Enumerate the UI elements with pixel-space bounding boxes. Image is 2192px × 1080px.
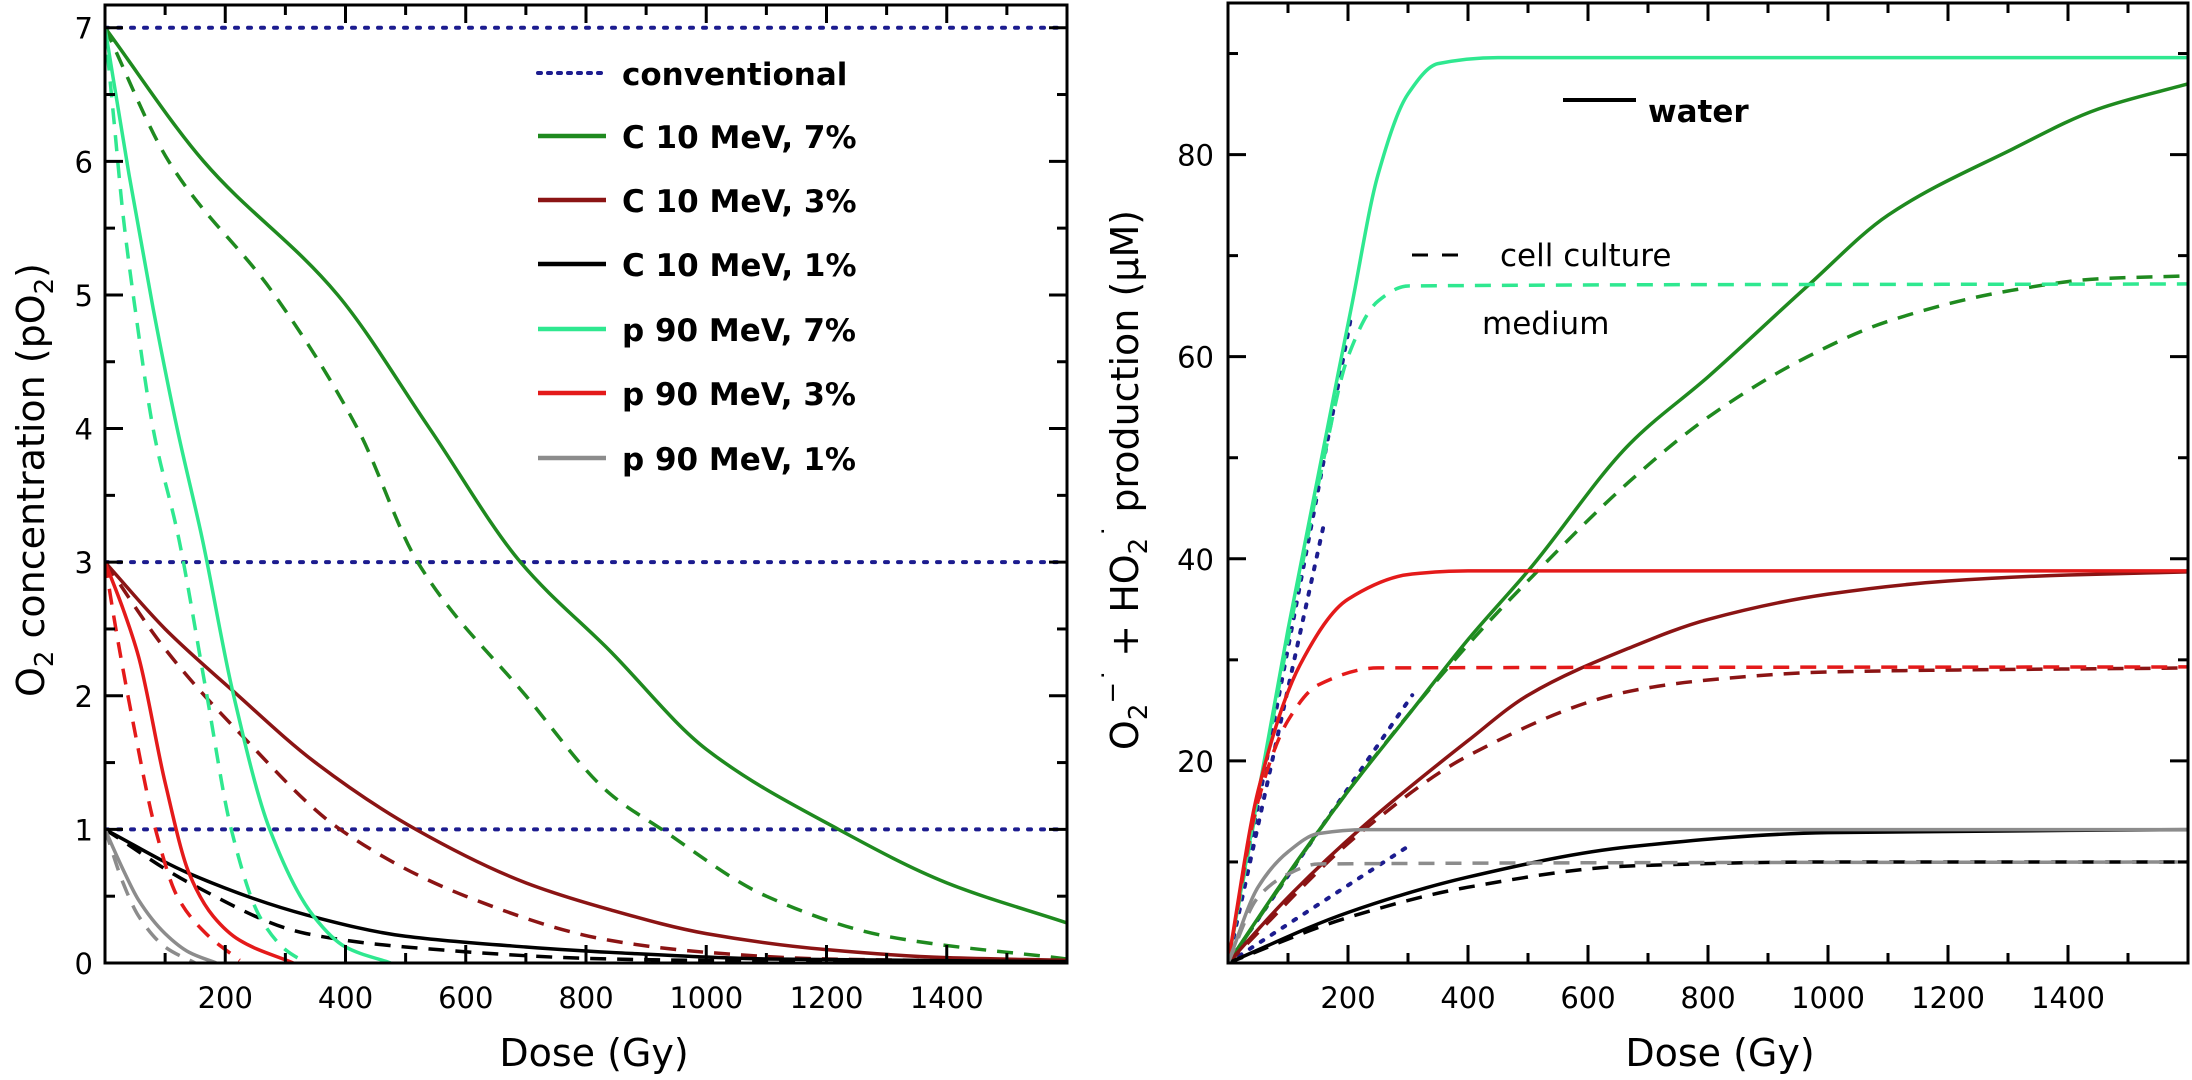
legend-item: C 10 MeV, 7% <box>538 120 857 156</box>
x-tick-label: 200 <box>1320 981 1375 1015</box>
ylabel-subscript: 2 <box>30 651 60 668</box>
legend-item: p 90 MeV, 1% <box>538 442 856 478</box>
cell-culture-annotation: cell culture <box>1500 238 1671 274</box>
series-line-p7-solid <box>105 27 392 963</box>
x-tick-label: 1200 <box>1911 981 1985 1015</box>
legend-item: p 90 MeV, 7% <box>538 313 856 349</box>
series-line-c7-solid <box>1228 82 2188 963</box>
series-line-p3-dashed <box>105 561 241 962</box>
series-line-p3-solid <box>105 561 294 963</box>
series-line-c1-dashed <box>1228 860 2188 963</box>
series-line-p1-solid <box>105 828 217 963</box>
left-ticks-group: 200 400 600 800 1000 1200 1400 0 1 2 3 4 5 6 7 <box>75 5 1067 1015</box>
legend-label: C 10 MeV, 3% <box>622 184 857 220</box>
series-line-p7-dashed <box>105 27 308 963</box>
ylabel-subscript: 2 <box>1124 538 1154 555</box>
x-tick-label: 600 <box>1560 981 1615 1015</box>
right-x-axis-label: Dose (Gy) <box>1625 1031 1814 1075</box>
series-line-p7-dashed <box>1228 282 2188 963</box>
legend-label: C 10 MeV, 7% <box>622 120 857 156</box>
x-tick-label: 1400 <box>910 981 984 1015</box>
ylabel-subscript: 2 <box>1124 704 1154 721</box>
legend-item: C 10 MeV, 1% <box>538 248 857 284</box>
x-tick-label: 200 <box>198 981 253 1015</box>
legend-item: p 90 MeV, 3% <box>538 377 856 413</box>
series-line-c1-solid <box>105 827 1067 963</box>
y-tick-label: 6 <box>75 145 93 179</box>
medium-annotation: medium <box>1482 306 1609 342</box>
series-line-conventional-dotted <box>1228 841 1415 963</box>
legend-label: conventional <box>622 57 847 93</box>
y-tick-label: 5 <box>75 279 93 313</box>
ylabel-part: O <box>9 667 53 697</box>
right-y-axis-label: O2−˙ + HO2˙ production (µM) <box>1098 210 1154 750</box>
y-tick-label: 0 <box>75 947 93 981</box>
series-line-c7-dashed <box>1228 274 2188 963</box>
series-line-p1-dashed <box>105 828 197 963</box>
y-tick-label: 80 <box>1177 139 1214 173</box>
series-line-c1-solid <box>1228 827 2188 963</box>
ylabel-part: ) <box>9 263 53 278</box>
legend-item: C 10 MeV, 3% <box>538 184 857 220</box>
y-tick-label: 60 <box>1177 341 1214 375</box>
series-line-c1-dashed <box>105 827 1067 963</box>
legend-label: C 10 MeV, 1% <box>622 248 857 284</box>
x-tick-label: 400 <box>318 981 373 1015</box>
series-line-p7-solid <box>1228 55 2188 963</box>
series-line-c7-dashed <box>105 26 1067 961</box>
legend-label: p 90 MeV, 3% <box>622 377 856 413</box>
legend-label: p 90 MeV, 7% <box>622 313 856 349</box>
right-plot-superoxide-production: 200 400 600 800 1000 1200 1400 20 40 60 80 Dose (G… <box>1098 1 2190 1075</box>
left-plot-frame <box>103 3 1069 965</box>
x-tick-label: 600 <box>438 981 493 1015</box>
x-tick-label: 1000 <box>1791 981 1865 1015</box>
legend-label: p 90 MeV, 1% <box>622 442 856 478</box>
left-series-group <box>105 25 1067 963</box>
x-tick-label: 1000 <box>669 981 743 1015</box>
series-line-p1-dashed <box>1228 860 2188 963</box>
y-tick-label: 40 <box>1177 543 1214 577</box>
ylabel-superscript: ˙ <box>1098 525 1128 538</box>
legend-item: conventional <box>536 57 847 93</box>
ylabel-part: concentration (pO <box>9 294 53 650</box>
series-line-c3-solid <box>1228 570 2188 963</box>
right-series-group <box>1228 55 2188 963</box>
x-tick-label: 800 <box>1680 981 1735 1015</box>
ylabel-subscript: 2 <box>30 278 60 295</box>
x-tick-label: 800 <box>558 981 613 1015</box>
legend: conventional C 10 MeV, 7% C 10 MeV, 3% C 10… <box>536 57 857 478</box>
ylabel-part: + HO <box>1103 554 1147 668</box>
y-tick-label: 4 <box>75 413 93 447</box>
series-line-c7-solid <box>105 26 1067 925</box>
x-tick-label: 1400 <box>2031 981 2105 1015</box>
ylabel-superscript: −˙ <box>1098 669 1128 704</box>
x-tick-label: 1200 <box>790 981 864 1015</box>
y-tick-label: 2 <box>75 680 93 714</box>
right-plot-frame <box>1226 1 2190 965</box>
series-line-p1-solid <box>1228 827 2188 963</box>
series-line-p3-dashed <box>1228 665 2188 963</box>
y-tick-label: 3 <box>75 546 93 580</box>
left-plot-o2-concentration: 200 400 600 800 1000 1200 1400 0 1 2 3 4 5 6 7 Dose (G… <box>9 3 1069 1075</box>
y-tick-label: 1 <box>75 813 93 847</box>
series-line-p3-solid <box>1228 569 2188 963</box>
y-tick-label: 7 <box>75 12 93 46</box>
series-line-c3-solid <box>105 560 1067 963</box>
y-tick-label: 20 <box>1177 745 1214 779</box>
left-x-axis-label: Dose (Gy) <box>499 1031 688 1075</box>
left-y-axis-label: O2 concentration (pO2) <box>9 263 60 697</box>
right-ticks-group: 200 400 600 800 1000 1200 1400 20 40 60 80 <box>1177 3 2188 1015</box>
x-tick-label: 400 <box>1440 981 1495 1015</box>
ylabel-part: production (µM) <box>1103 210 1147 525</box>
water-annotation: water <box>1648 94 1749 130</box>
ylabel-part: O <box>1103 720 1147 750</box>
series-line-c3-dashed <box>1228 666 2188 963</box>
